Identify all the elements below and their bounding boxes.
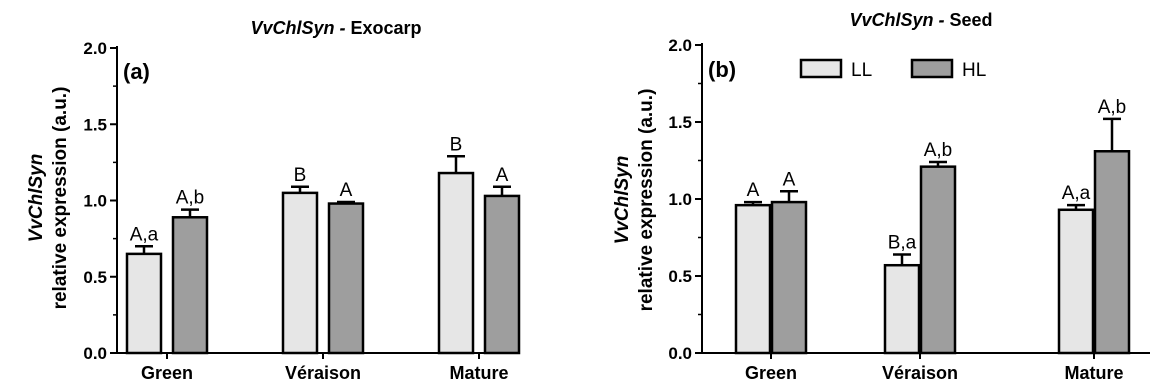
legend-swatch-hl: [910, 58, 954, 79]
y-tick-label: 0.5: [668, 267, 692, 286]
title-tissue: Seed: [950, 10, 993, 30]
legend: LL HL: [799, 58, 986, 81]
bar-ll: [883, 263, 921, 355]
x-tick-label: Véraison: [882, 363, 958, 383]
title-separator: -: [934, 10, 950, 30]
y-axis-label: relative expression (a.u.): [636, 89, 657, 312]
y-tick-label: 0.0: [83, 344, 107, 363]
x-tick-label: Véraison: [285, 363, 361, 383]
significance-label: A,a: [130, 224, 159, 245]
significance-label: A: [783, 169, 796, 190]
bar-ll: [1057, 208, 1095, 355]
bar-ll: [281, 191, 319, 355]
y-tick-label: 2.0: [83, 39, 107, 58]
chart-title: VvChlSyn - Exocarp: [250, 18, 421, 38]
title-separator: -: [334, 18, 350, 38]
bar-hl: [171, 216, 209, 355]
legend-label-ll: LL: [851, 60, 872, 81]
panel-label: (a): [123, 59, 150, 84]
bar-ll: [437, 171, 475, 355]
title-gene: VvChlSyn: [849, 10, 933, 30]
title-tissue: Exocarp: [350, 18, 421, 38]
y-tick-label: 0.0: [668, 344, 692, 363]
y-axis-label-gene: VvChlSyn: [612, 156, 633, 245]
bar-hl: [919, 165, 957, 355]
significance-label: A,b: [924, 140, 953, 161]
y-axis-label-gene: VvChlSyn: [26, 154, 47, 243]
y-tick-label: 0.5: [83, 268, 107, 287]
x-tick-label: Green: [141, 363, 193, 383]
legend-label-hl: HL: [962, 60, 986, 81]
y-tick-label: 1.5: [668, 113, 692, 132]
title-gene: VvChlSyn: [250, 18, 334, 38]
significance-label: B: [450, 134, 463, 155]
y-tick-label: 1.0: [668, 190, 692, 209]
significance-label: A,b: [176, 188, 205, 209]
y-axis-label: relative expression (a.u.): [50, 87, 71, 310]
bar-ll: [734, 203, 772, 355]
y-tick-label: 1.5: [83, 115, 107, 134]
significance-label: B,a: [888, 232, 917, 253]
significance-label: A: [340, 180, 353, 201]
significance-label: A,b: [1098, 97, 1127, 118]
significance-label: A,a: [1062, 183, 1091, 204]
panel-label: (b): [708, 57, 736, 82]
x-tick-label: Green: [745, 363, 797, 383]
legend-swatch-ll: [799, 58, 843, 79]
x-tick-label: Mature: [1064, 363, 1123, 383]
bar-ll: [125, 252, 163, 355]
y-tick-label: 1.0: [83, 192, 107, 211]
bar-hl: [483, 194, 521, 355]
significance-label: A: [747, 180, 760, 201]
bar-hl: [770, 200, 808, 355]
chart-title: VvChlSyn - Seed: [849, 10, 992, 30]
bar-hl: [327, 202, 365, 355]
bar-hl: [1093, 150, 1131, 355]
significance-label: B: [294, 165, 307, 186]
x-tick-label: Mature: [449, 363, 508, 383]
y-tick-label: 2.0: [668, 36, 692, 55]
significance-label: A: [496, 165, 509, 186]
